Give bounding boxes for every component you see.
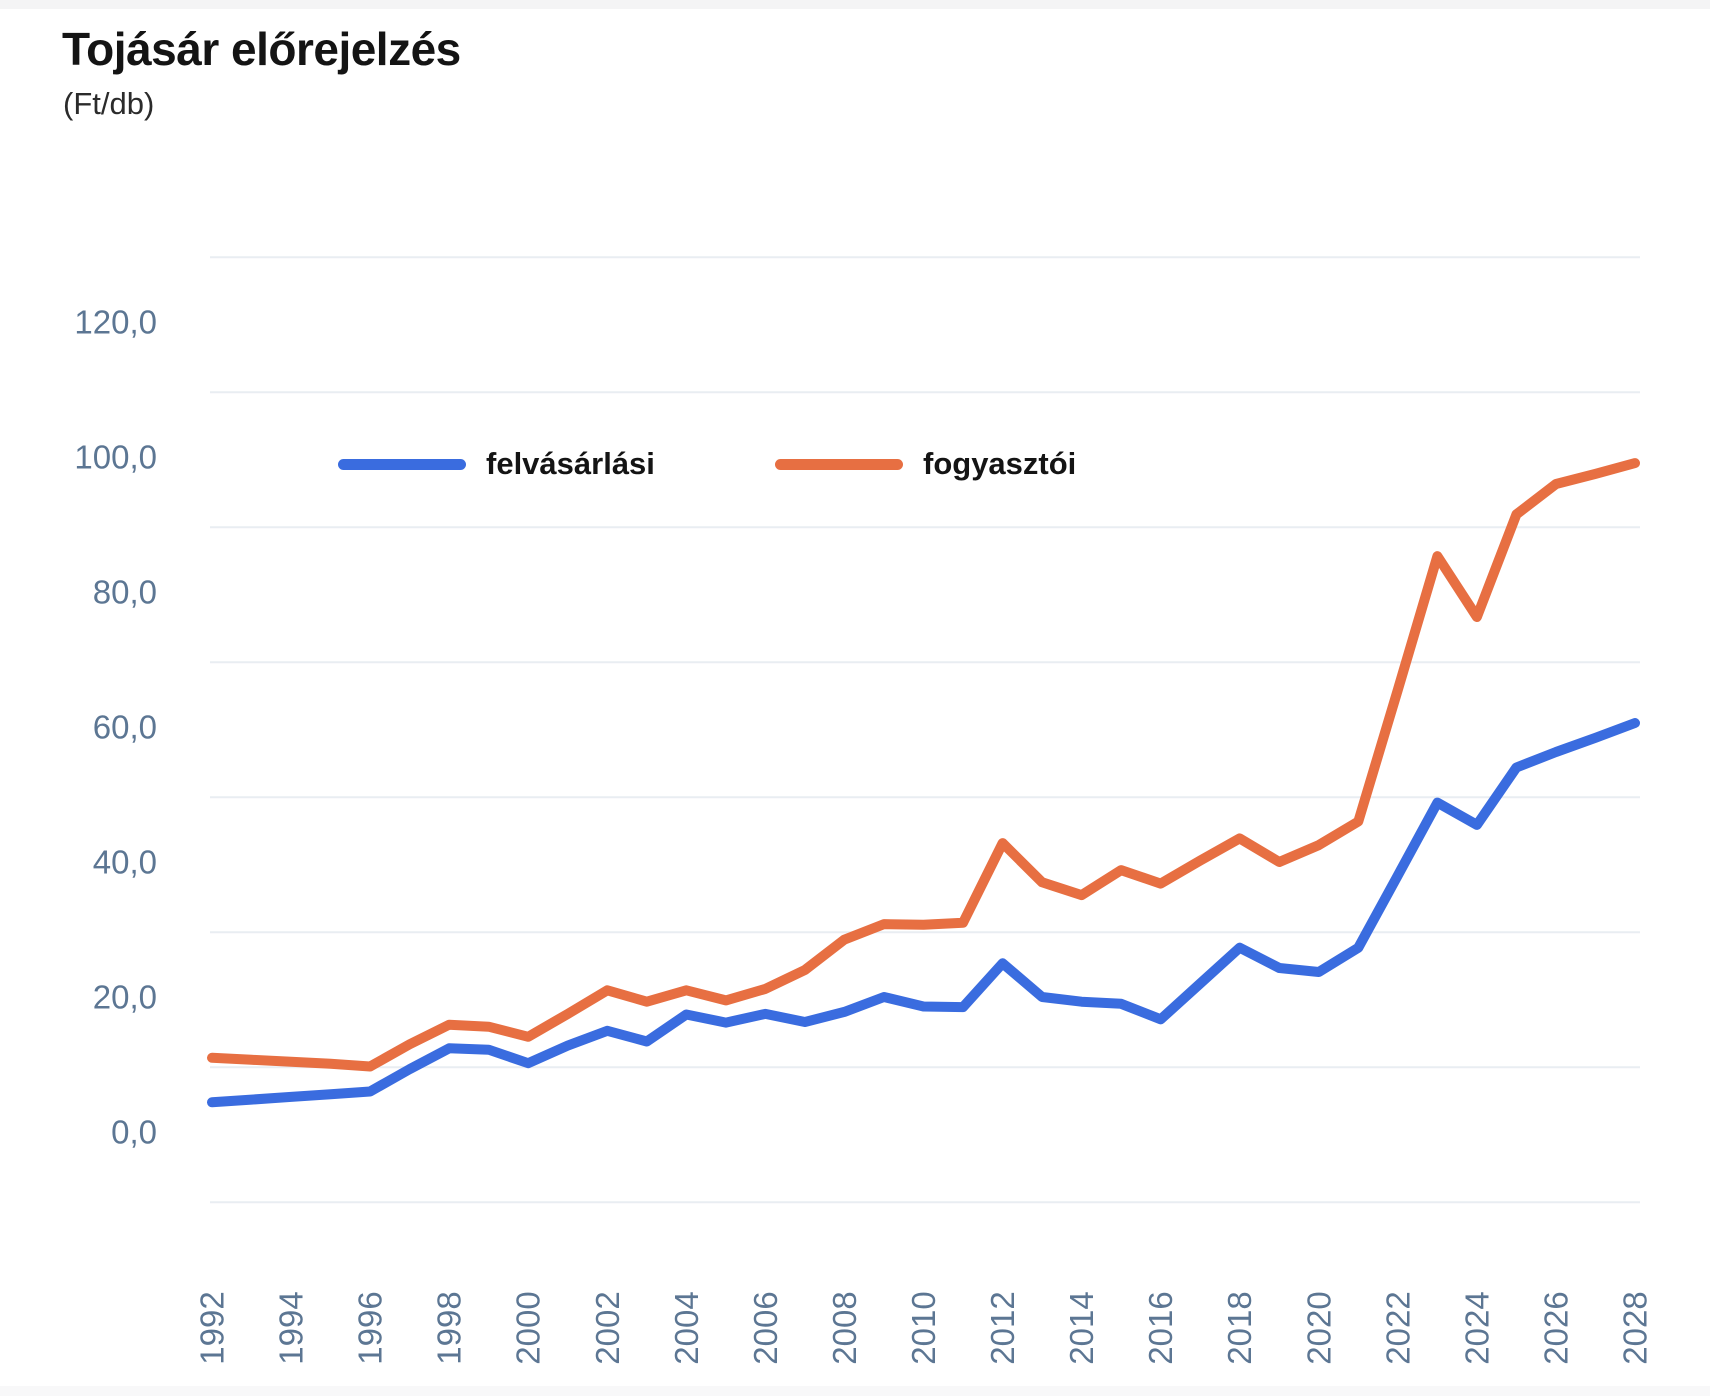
legend-item-fogyasztoi[interactable]: fogyasztói (775, 442, 1076, 486)
x-axis-tick-label: 2020 (1300, 1291, 1337, 1364)
x-axis-tick-label: 2010 (905, 1291, 942, 1364)
x-axis-tick-label: 2028 (1617, 1291, 1654, 1364)
x-axis-tick-label: 2000 (510, 1291, 547, 1364)
x-axis-tick-label: 2004 (668, 1291, 705, 1364)
x-axis-tick-label: 2008 (826, 1291, 863, 1364)
x-axis-tick-label: 2014 (1063, 1291, 1100, 1364)
x-axis-tick-label: 2016 (1142, 1291, 1179, 1364)
x-axis-tick-label: 1996 (352, 1291, 389, 1364)
x-axis-tick-label: 1998 (431, 1291, 468, 1364)
legend-item-felvasarlasi[interactable]: felvásárlási (338, 442, 655, 486)
legend-label: felvásárlási (486, 446, 655, 481)
y-axis-tick-label: 80,0 (93, 574, 157, 611)
y-axis-tick-label: 60,0 (93, 709, 157, 746)
legend-label: fogyasztói (923, 446, 1077, 481)
x-axis-tick-label: 2002 (589, 1291, 626, 1364)
y-axis-tick-label: 100,0 (74, 439, 157, 476)
legend-swatch-blue-line (338, 458, 466, 470)
y-axis-tick-label: 40,0 (93, 844, 157, 881)
x-axis-tick-label: 2012 (984, 1291, 1021, 1364)
x-axis-tick-label: 2006 (747, 1291, 784, 1364)
series-line-fogyasztoi (207, 458, 1640, 1072)
chart-unit-subtitle: (Ft/db) (63, 86, 155, 121)
y-axis-tick-label: 20,0 (93, 979, 157, 1016)
y-axis-tick-label: 0,0 (111, 1114, 157, 1151)
x-axis-tick-label: 2022 (1379, 1291, 1416, 1364)
page-title: Tojásár előrejelzés (62, 23, 461, 75)
x-axis-tick-label: 2024 (1458, 1291, 1495, 1364)
series-line-felvasarlasi (207, 718, 1640, 1108)
bottom-edge-strip (0, 1386, 1710, 1396)
x-axis-tick-label: 1994 (273, 1291, 310, 1364)
x-axis-tick-label: 2026 (1537, 1291, 1574, 1364)
y-axis-tick-label: 120,0 (74, 304, 157, 341)
top-edge-strip (0, 0, 1710, 9)
legend-swatch-orange-line (775, 458, 903, 470)
x-axis-tick-label: 1992 (194, 1291, 231, 1364)
x-axis-tick-label: 2018 (1221, 1291, 1258, 1364)
